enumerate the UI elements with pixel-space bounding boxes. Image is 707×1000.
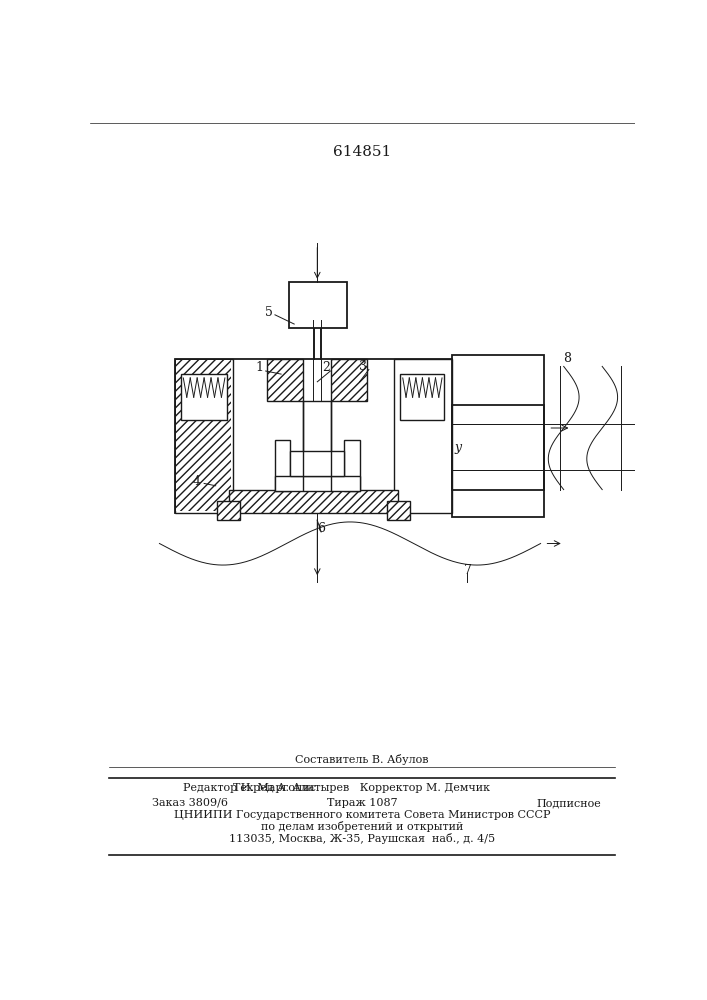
Bar [275,476,360,491]
Bar [275,440,291,491]
Bar [267,359,303,401]
Bar [176,360,231,511]
Bar [217,501,240,520]
Bar [331,359,368,401]
Text: по делам изобретений и открытий: по делам изобретений и открытий [261,821,463,832]
Text: 2: 2 [322,361,330,374]
Bar [387,501,409,520]
Bar [452,405,544,490]
Text: Подписное: Подписное [537,798,602,808]
Text: ЦНИИПИ Государственного комитета Совета Министров СССР: ЦНИИПИ Государственного комитета Совета … [174,810,550,820]
Text: 7: 7 [464,564,472,577]
Text: 3: 3 [359,360,368,373]
Bar [400,374,444,420]
Bar [175,359,233,513]
Text: 1: 1 [255,361,264,374]
Text: 5: 5 [265,306,273,319]
Bar [291,451,344,476]
Text: Составитель В. Абулов: Составитель В. Абулов [296,754,428,765]
Bar [229,490,398,513]
Bar [303,401,331,490]
Bar [452,355,544,517]
Bar [181,374,227,420]
Bar [288,282,346,328]
Text: Заказ 3809/6: Заказ 3809/6 [152,798,228,808]
Text: 113035, Москва, Ж-35, Раушская  наб., д. 4/5: 113035, Москва, Ж-35, Раушская наб., д. … [229,833,495,844]
Text: 614851: 614851 [333,145,391,159]
Text: Техред А. Алатырев   Корректор М. Демчик: Техред А. Алатырев Корректор М. Демчик [233,783,491,793]
Text: Тираж 1087: Тираж 1087 [327,798,397,808]
Text: 4: 4 [192,475,200,488]
Bar [344,440,360,491]
Text: 8: 8 [563,352,571,365]
Text: y: y [455,441,462,454]
Text: Редактор И. Маргопис: Редактор И. Маргопис [182,783,315,793]
Bar [395,359,452,513]
Text: 6: 6 [317,522,325,535]
Bar [175,359,452,513]
